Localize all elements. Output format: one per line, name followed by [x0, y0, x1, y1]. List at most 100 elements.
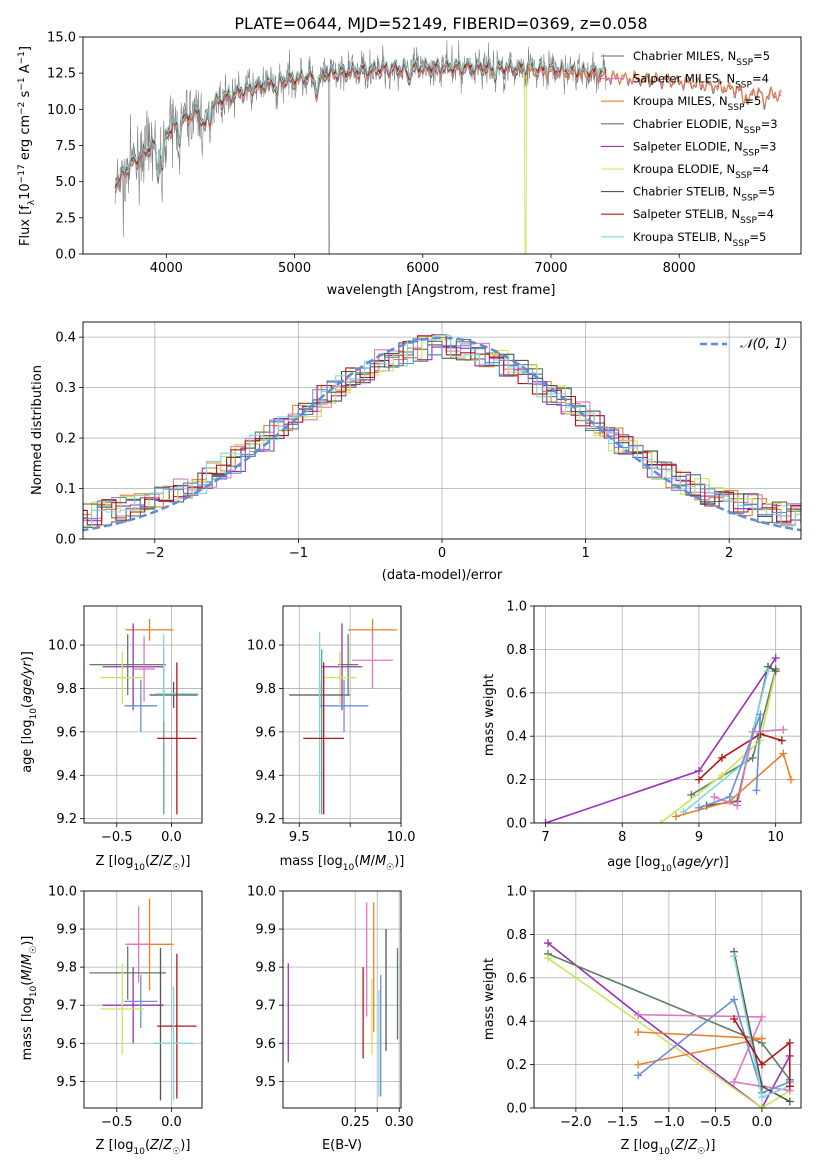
age-z-xtick-label-0: −0.5 [101, 830, 133, 845]
mass-z-frame [83, 890, 203, 1109]
weight-age-series-marker-7-1 [733, 801, 742, 810]
weight-z-ytick-label-0: 0.0 [506, 1102, 527, 1117]
age-z-ytick-label-1: 9.4 [56, 769, 77, 784]
weight-age-ticks: 7 8 9 10 0.0 0.2 0.4 0.6 0.8 1.0 [506, 600, 784, 846]
weight-age-series-marker-8-1 [725, 792, 734, 801]
age-mass-frame [282, 605, 402, 824]
spectrum-ticks: 4000 5000 6000 7000 8000 0.0 2.5 5.0 7.5 10.0 12.5… [47, 31, 696, 277]
residual-y-axis-label: Normed distribution [30, 365, 45, 495]
age-mass-plot-area [283, 606, 401, 823]
spectrum-ytick-label-2: 5.0 [55, 175, 76, 190]
mass-z-ytick-label-0: 9.5 [56, 1075, 77, 1090]
age-vs-metallicity-panel: −0.5 0.0 9.2 9.4 9.6 9.8 10.0 age [log10(age/y… [20, 605, 203, 873]
age-z-ticks: −0.5 0.0 9.2 9.4 9.6 9.8 10.0 [48, 639, 182, 845]
weight-age-y-axis-label: mass weight [482, 674, 497, 756]
weight-z-series-marker-7-0 [730, 952, 739, 961]
residual-histogram-9 [83, 338, 801, 520]
mass-ebv-xtick-label-0: 0.25 [341, 1115, 370, 1130]
residual-histogram-2 [83, 336, 801, 526]
spectrum-xtick-label-3: 7000 [534, 261, 567, 276]
weight-z-series-marker-3-2 [730, 1077, 739, 1086]
age-z-marks [89, 619, 199, 815]
mass-ebv-ytick-label-2: 9.7 [255, 999, 276, 1014]
weight-age-xtick-label-2: 9 [695, 830, 703, 845]
weight-age-ytick-label-5: 1.0 [506, 600, 527, 615]
mass-z-ytick-label-4: 9.9 [56, 923, 77, 938]
weight-age-ytick-label-0: 0.0 [506, 817, 527, 832]
weight-age-series-marker-3-1 [717, 753, 726, 762]
weight-z-frame [533, 890, 802, 1109]
residual-histogram-4 [83, 346, 801, 524]
mass-z-ticks: −0.5 0.0 9.5 9.6 9.7 9.8 9.9 10.0 [48, 885, 182, 1131]
spectrum-xtick-label-2: 6000 [406, 261, 439, 276]
age-z-ytick-label-2: 9.6 [56, 725, 77, 740]
age-z-ytick-label-4: 10.0 [48, 639, 77, 654]
mass-z-grid [84, 891, 202, 1108]
spectrum-y-axis-label: Flux [fλ10−17 erg cm−2 s−1 A−1] [17, 46, 37, 246]
spectrum-xtick-label-1: 5000 [278, 261, 311, 276]
mass-ebv-marks [287, 902, 399, 1097]
weight-z-xtick-label-3: −0.5 [700, 1115, 732, 1130]
weight-age-grid [534, 606, 801, 823]
residual-xtick-label-3: 1 [581, 546, 589, 561]
weight-age-series-marker-8-3 [752, 786, 761, 795]
weight-z-series-marker-7-1 [757, 1093, 766, 1102]
weight-z-series-line-5 [637, 998, 791, 1094]
age-z-xtick-label-1: 0.0 [161, 830, 182, 845]
spectrum-panel: PLATE=0644, MJD=52149, FIBERID=0369, z=0… [17, 14, 802, 298]
weight-z-marks [543, 939, 794, 1108]
weight-z-series-marker-8-2 [785, 1038, 794, 1047]
weight-z-series-marker-5-0 [634, 1071, 643, 1080]
legend-label-6: Chabrier STELIB, NSSP=5 [633, 185, 775, 204]
weight-age-series-line-2 [660, 670, 777, 823]
weight-z-series-line-8 [733, 1018, 791, 1087]
model-spectrum-line-5 [114, 57, 528, 254]
spectrum-ytick-label-1: 2.5 [55, 211, 76, 226]
residual-xtick-label-1: −1 [289, 546, 308, 561]
legend-label-5: Kroupa ELODIE, NSSP=4 [633, 162, 769, 181]
mass-ebv-plot-area [283, 891, 401, 1108]
weight-age-series-line-3 [698, 733, 783, 781]
residual-histogram-panel: −2 −1 0 1 2 0.0 0.1 0.2 0.3 0.4 Normed distributi… [30, 321, 802, 583]
spectrum-legend: Chabrier MILES, NSSP=5 Salpeter MILES, NS… [601, 49, 778, 249]
age-metallicity-x-axis-label: Z [log10(Z/Z☉)] [96, 854, 191, 873]
weight-z-series-marker-8-0 [730, 1015, 739, 1024]
mass-vs-metallicity-panel: −0.5 0.0 9.5 9.6 9.7 9.8 9.9 10.0 mass [log10(M… [20, 885, 203, 1157]
residual-marks [83, 334, 801, 532]
weight-age-marks [541, 654, 796, 823]
weight-age-series-marker-0-2 [771, 654, 780, 663]
legend-label-3: Chabrier ELODIE, NSSP=3 [633, 117, 778, 136]
weight-metallicity-x-axis-label: Z [log10(Z/Z☉)] [621, 1138, 716, 1157]
residual-legend: 𝒩(0, 1) [700, 337, 787, 352]
age-mass-xtick-label-2: 10.0 [387, 830, 416, 845]
legend-label-2: Kroupa MILES, NSSP=5 [633, 94, 761, 113]
weight-z-series-marker-4-2 [634, 1060, 643, 1069]
residual-ytick-label-0: 0.0 [55, 533, 76, 548]
weight-age-series-marker-7-3 [779, 725, 788, 734]
weight-age-series-marker-2-0 [656, 819, 665, 823]
weight-age-series-marker-1-0 [687, 790, 696, 799]
age-vs-mass-panel: 9.5 10.0 9.2 9.4 9.6 9.8 10.0 mass [log10(M/M☉… [247, 605, 416, 873]
weight-z-xtick-label-4: 0.0 [752, 1115, 773, 1130]
mass-metallicity-x-axis-label: Z [log10(Z/Z☉)] [96, 1138, 191, 1157]
mass-y-axis-label: mass [log10(M/M☉)] [20, 936, 39, 1061]
weight-age-series-marker-3-0 [694, 775, 703, 784]
weight-z-xtick-label-0: −2.0 [560, 1115, 592, 1130]
weight-age-series-marker-0-0 [541, 819, 550, 823]
weight-age-series-marker-0-1 [694, 766, 703, 775]
residual-xtick-label-4: 2 [725, 546, 733, 561]
mass-ebv-ytick-label-1: 9.6 [255, 1037, 276, 1052]
mass-ebv-ytick-label-5: 10.0 [247, 885, 276, 900]
residual-x-axis-label: (data-model)/error [382, 568, 503, 583]
spectrum-frame [82, 36, 802, 255]
weight-z-xtick-label-1: −1.5 [607, 1115, 639, 1130]
mass-vs-extinction-panel: 0.25 0.30 9.5 9.6 9.7 9.8 9.9 10.0 E(B-V) [247, 885, 414, 1154]
weight-metallicity-y-axis-label: mass weight [482, 958, 497, 1040]
mass-ebv-ytick-label-3: 9.8 [255, 961, 276, 976]
weight-age-series-marker-2-1 [717, 771, 726, 780]
residual-ytick-label-3: 0.3 [55, 381, 76, 396]
weight-age-series-line-0 [545, 657, 777, 823]
weight-age-series-marker-6-2 [779, 749, 788, 758]
mass-ebv-ytick-label-0: 9.5 [255, 1075, 276, 1090]
